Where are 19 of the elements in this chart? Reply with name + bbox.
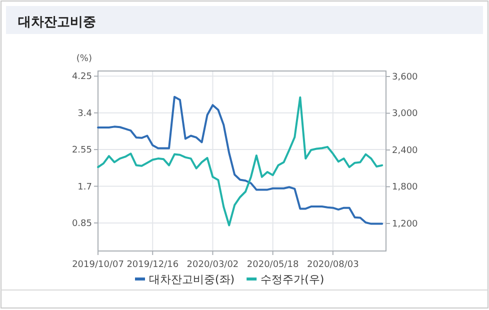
x-tick-label: 2020/03/02 xyxy=(186,260,239,270)
x-tick-label: 2019/12/16 xyxy=(126,260,179,270)
x-tick-label: 2020/08/03 xyxy=(306,260,359,270)
y-tick-label: 0.85 xyxy=(72,218,92,229)
legend-label: 수정주가(우) xyxy=(260,273,324,286)
y-tick-label: 2.55 xyxy=(72,146,92,156)
y-axis-title: (%) xyxy=(76,54,92,64)
y2-tick-label: 3,000 xyxy=(392,109,418,120)
legend-label: 대차잔고비중(좌) xyxy=(149,273,235,286)
chart-title: 대차잔고비중 xyxy=(18,15,96,30)
y2-tick-label: 1,800 xyxy=(392,182,418,193)
y2-tick-label: 1,200 xyxy=(392,219,418,230)
y-tick-label: 4.25 xyxy=(72,72,92,82)
y-tick-label: 3.4 xyxy=(78,108,92,119)
y-tick-label: 1.7 xyxy=(78,182,92,192)
x-tick-label: 2019/10/07 xyxy=(72,260,124,270)
x-tick-label: 2020/05/18 xyxy=(246,260,300,270)
y2-tick-label: 3,600 xyxy=(392,72,418,83)
y2-tick-label: 2,400 xyxy=(392,146,418,156)
